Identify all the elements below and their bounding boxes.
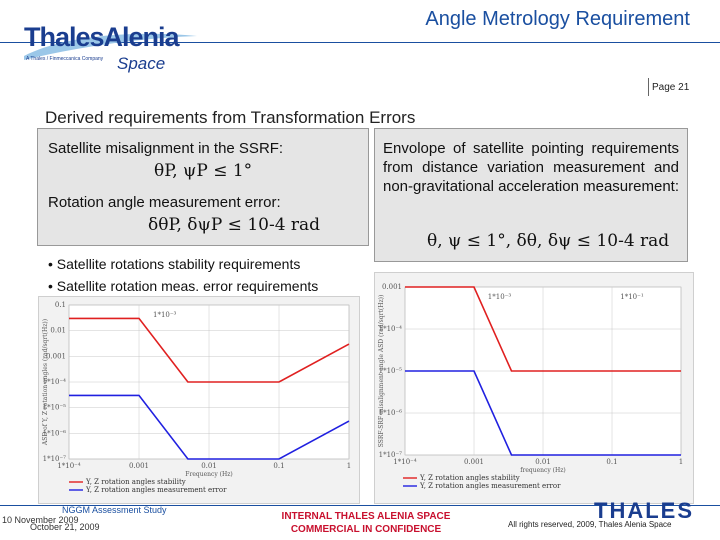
copyright-notice: All rights reserved, 2009, Thales Alenia… [508,520,672,529]
x-tick-label: 0.1 [606,458,617,466]
x-axis-label: Frequency (Hz) [185,471,232,478]
x-tick-label: 1 [679,458,683,466]
y-tick-label: 1*10⁻⁴ [379,325,403,333]
pointing-envelope-box: Envolope of satellite pointing requireme… [374,128,688,262]
y-tick-label: 0.1 [55,301,66,309]
chart-annotation: 1*10⁻³ [153,311,177,319]
x-tick-label: 1*10⁻⁴ [393,458,417,466]
x-tick-label: 0.01 [535,458,551,466]
section-title: Derived requirements from Transformation… [45,108,416,127]
y-tick-label: 0.001 [46,352,66,360]
y-tick-label: 0.001 [382,283,402,291]
y-tick-label: 1*10⁻⁵ [43,404,67,412]
bullet-list: • Satellite rotations stability requirem… [48,256,318,294]
misalignment-formula: θP, ψP ≤ 1° [154,161,253,181]
rotation-error-formula: δθP, δψP ≤ 10-4 rad [148,215,321,235]
confidentiality-notice: INTERNAL THALES ALENIA SPACE COMMERCIAL … [266,510,466,536]
legend-label: Y, Z rotation angles measurement error [85,486,227,494]
series-line-0 [69,317,350,383]
y-tick-label: 1*10⁻⁶ [379,409,403,417]
y-tick-label: 1*10⁻⁴ [43,378,67,386]
footer-divider [0,505,720,506]
header-divider [0,42,720,43]
y-axis-label: ASD of Y, Z rotation angles (rad/sqrt(Hz… [42,319,49,446]
page-number: Page 21 [652,82,690,93]
page-number-box [648,78,699,96]
x-tick-label: 0.1 [273,462,284,470]
y-tick-label: 0.01 [50,327,66,335]
y-tick-label: 1*10⁻⁵ [379,367,403,375]
y-tick-label: 1*10⁻⁷ [379,451,403,459]
bullet-stability: • Satellite rotations stability requirem… [48,256,301,272]
footer-date-1: 10 November 2009 [2,515,79,525]
study-name: NGGM Assessment Study [62,505,167,515]
pointing-envelope-formula: θ, ψ ≤ 1°, δθ, δψ ≤ 10-4 rad [427,231,670,251]
bullet-measurement-error: • Satellite rotation meas. error require… [48,278,319,294]
series-line-1 [69,394,350,460]
legend-label: Y, Z rotation angles stability [85,478,186,486]
rotation-error-label: Rotation angle measurement error: [48,194,281,211]
logo-tagline: A Thales / Finmeccanica Company [26,56,104,62]
confidentiality-line-1: INTERNAL THALES ALENIA SPACE [281,511,451,522]
footer-date-2: October 21, 2009 [30,522,100,532]
pointing-envelope-text: Envolope of satellite pointing requireme… [383,140,679,195]
logo-name-sub: Space [117,54,166,73]
chart-annotation: 1*10⁻¹ [620,293,644,301]
misalignment-requirement-box: Satellite misalignment in the SSRF: θP, … [37,128,369,246]
x-tick-label: 0.001 [464,458,484,466]
x-tick-label: 0.001 [129,462,149,470]
confidentiality-line-2: COMMERCIAL IN CONFIDENCE [290,524,442,535]
series-line-0 [405,286,681,372]
thales-brand-logo: THALES [594,498,694,523]
x-tick-label: 0.01 [201,462,217,470]
x-tick-label: 1*10⁻⁴ [57,462,81,470]
y-tick-label: 1*10⁻⁶ [43,429,67,437]
misalignment-asd-chart: 1*10⁻⁴ 0.001 0.01 0.1 1 0.001 1*10⁻⁴ 1*10⁻⁵ 1*10… [378,283,683,490]
slide-title: Angle Metrology Requirement [425,8,690,30]
legend-label: Y, Z rotation angles measurement error [419,482,561,490]
x-axis-label: frequency (Hz) [520,467,566,474]
thales-alenia-logo: ThalesAlenia A Thales / Finmeccanica Com… [22,8,202,78]
right-chart-panel: 1*10⁻⁴ 0.001 0.01 0.1 1 0.001 1*10⁻⁴ 1*10⁻⁵ 1*10… [374,272,694,504]
thales-alenia-swoosh-logo [24,33,197,60]
left-chart-panel: 1*10⁻⁴ 0.001 0.01 0.1 1 0.1 0.01 0.001 1*10⁻⁴ 1*1… [38,296,360,504]
logo-name-main: ThalesAlenia [24,22,180,52]
misalignment-label: Satellite misalignment in the SSRF: [48,140,284,157]
series-line-1 [405,370,681,456]
rotation-asd-chart: 1*10⁻⁴ 0.001 0.01 0.1 10.10.010.0011*10⁻⁴1*1… [42,301,351,494]
legend-label: Y, Z rotation angles stability [419,474,520,482]
chart-annotation: 1*10⁻³ [488,293,512,301]
y-axis-label: SSRF-SRF misalignment angle ASD (rad/sqr… [378,295,385,448]
y-tick-label: 1*10⁻⁷ [43,455,67,463]
x-tick-label: 1 [347,462,351,470]
